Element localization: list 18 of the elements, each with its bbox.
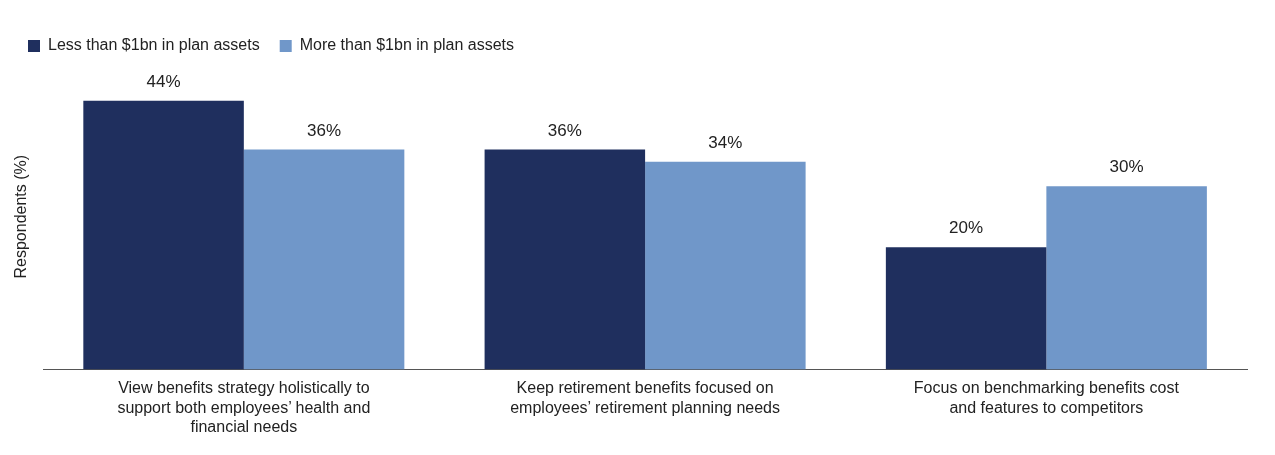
x-tick-label: View benefits strategy holistically to support both employees’ health and financial needs [117, 379, 371, 435]
data-label: 44% [146, 71, 181, 91]
data-label: 30% [1109, 157, 1144, 177]
bar [484, 149, 646, 370]
bar [1046, 186, 1207, 370]
bar [885, 247, 1047, 370]
data-label: 36% [307, 120, 342, 140]
y-axis-title: Respondents (%) [12, 154, 30, 279]
x-tick-label: Focus on benchmarking benefits cost and features to competitors [913, 379, 1180, 416]
bar [83, 100, 244, 370]
data-label: 34% [708, 132, 743, 152]
data-label: 36% [547, 120, 582, 140]
bar [243, 149, 405, 370]
x-tick-label: Keep retirement benefits focused on employees’ retirement planning needs [510, 379, 780, 416]
data-label: 20% [949, 218, 984, 238]
legend-label: Less than $1bn in plan assets [48, 36, 260, 54]
bar [645, 161, 806, 370]
legend-label: More than $1bn in plan assets [299, 36, 515, 54]
